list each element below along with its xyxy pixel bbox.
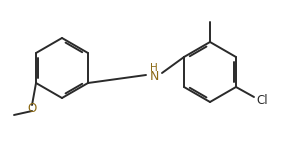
Text: H: H [150,63,158,73]
Text: N: N [149,69,159,83]
Text: Cl: Cl [256,93,268,107]
Text: O: O [27,102,37,114]
